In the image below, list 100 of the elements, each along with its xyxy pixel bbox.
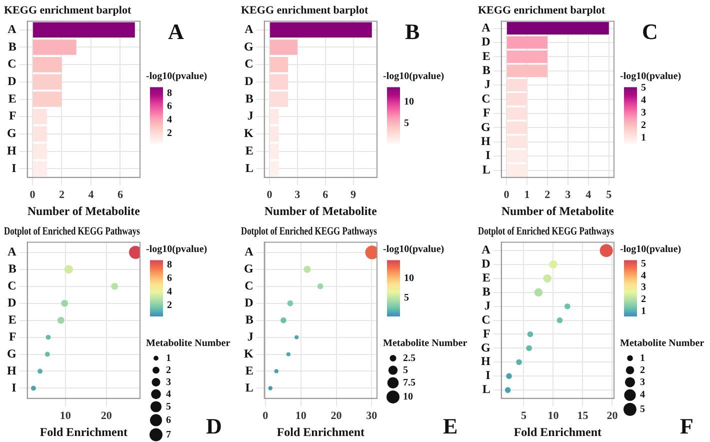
bar — [32, 126, 48, 142]
legend-label: 5 — [166, 401, 171, 412]
x-tick-label: 6 — [322, 188, 329, 201]
x-axis-title: Number of Metabolite — [501, 204, 614, 218]
y-tick-label: I — [12, 380, 17, 394]
color-bar-label: 3 — [641, 108, 646, 119]
bar — [506, 22, 609, 35]
legend-label: 4 — [640, 390, 645, 401]
color-bar-label: 5 — [404, 118, 409, 130]
y-tick-label: G — [6, 346, 16, 360]
y-tick-label: F — [482, 106, 490, 120]
x-tick-label: 2 — [544, 188, 551, 201]
bar — [270, 109, 279, 124]
y-tick-label: G — [244, 39, 254, 54]
bar — [32, 161, 48, 176]
x-tick-label: 0 — [504, 188, 510, 201]
text: E — [443, 414, 458, 439]
y-tick-label: H — [6, 363, 17, 378]
y-tick-label: C — [8, 278, 16, 292]
color-bar-label: 6 — [167, 272, 172, 284]
chart-title: KEGG enrichment barplot — [241, 4, 368, 16]
y-tick-label: D — [244, 74, 254, 88]
x-tick-label: 3 — [565, 188, 572, 201]
y-tick-label: L — [245, 160, 254, 175]
legend-title: Metabolite Number — [146, 338, 231, 349]
bar — [270, 56, 288, 72]
bar — [32, 109, 48, 124]
y-tick-label: C — [244, 278, 254, 292]
legend-label: 7 — [166, 429, 171, 440]
color-bar-title: -log10(pvalue) — [383, 70, 444, 82]
y-tick-label: H — [6, 143, 17, 158]
color-bar-label: 4 — [167, 114, 172, 126]
y-tick-label: H — [480, 134, 491, 148]
x-axis-title: Fold Enrichment — [276, 424, 365, 439]
text: F — [680, 414, 694, 439]
color-bar-title: -log10(pvalue) — [146, 244, 208, 255]
chart-title: KEGG enrichment barplot — [478, 4, 606, 16]
x-tick-label: 6 — [117, 188, 124, 201]
legend-label: 7.5 — [403, 377, 416, 388]
bar — [32, 74, 62, 90]
color-bar-label: 2 — [641, 294, 646, 306]
color-bar-label: 1 — [641, 132, 646, 144]
y-tick-label: B — [245, 312, 254, 326]
x-tick-label: 3 — [294, 188, 301, 201]
x-tick-label: 9 — [350, 188, 357, 201]
y-tick-label: K — [244, 126, 254, 140]
color-bar-title: -log10(pvalue) — [620, 70, 682, 82]
bar — [270, 161, 279, 176]
legend-label: 3 — [166, 376, 171, 388]
y-tick-label: F — [8, 329, 16, 344]
y-tick-label: J — [484, 77, 490, 92]
y-tick-label: J — [247, 108, 254, 123]
y-tick-label: E — [482, 270, 490, 285]
color-bar-label: 1 — [641, 306, 646, 318]
y-tick-label: D — [244, 295, 254, 310]
bar — [270, 74, 288, 90]
x-tick-label: 0 — [262, 410, 269, 422]
bar — [506, 107, 527, 120]
text: D — [206, 414, 222, 439]
legend-title: Metabolite Number — [620, 338, 705, 349]
chart-title: Dotplot of Enriched KEGG Pathways — [241, 225, 378, 238]
x-tick-label: 20 — [100, 410, 112, 422]
y-tick-label: B — [8, 39, 16, 54]
y-tick-label: J — [484, 298, 490, 312]
color-bar-label: 8 — [167, 88, 172, 99]
legend-label: 1 — [640, 352, 645, 364]
x-axis-title: Fold Enrichment — [40, 424, 128, 439]
y-tick-label: I — [486, 148, 491, 162]
x-tick-label: 20 — [330, 410, 342, 422]
y-tick-label: J — [247, 329, 254, 344]
x-axis-title: Number of Metabolite — [27, 204, 140, 218]
bar — [506, 64, 548, 78]
y-tick-label: E — [8, 312, 16, 326]
y-tick-label: A — [244, 244, 254, 258]
y-tick-label: I — [486, 368, 491, 382]
legend-label: 4 — [166, 388, 171, 400]
y-tick-label: D — [482, 256, 491, 271]
bar — [506, 50, 548, 63]
legend-title: Metabolite Number — [383, 338, 468, 349]
y-tick-label: G — [244, 261, 254, 276]
x-tick-label: 30 — [366, 410, 378, 422]
legend-label: 5 — [403, 364, 408, 376]
bar — [270, 22, 372, 38]
color-bar-label: 8 — [167, 260, 172, 270]
y-tick-label: H — [480, 354, 491, 368]
chart-title: Dotplot of Enriched KEGG Pathways — [4, 225, 140, 238]
x-tick-label: 15 — [577, 410, 589, 422]
y-tick-label: B — [245, 91, 254, 106]
color-bar-label: 3 — [641, 282, 646, 294]
x-tick-label: 4 — [88, 188, 94, 201]
legend-label: 1 — [166, 352, 171, 364]
x-axis-title: Fold Enrichment — [514, 424, 602, 439]
y-tick-label: B — [482, 284, 490, 298]
y-tick-label: C — [8, 56, 16, 71]
legend-label: 2.5 — [403, 352, 416, 364]
x-tick-label: 10 — [60, 410, 72, 422]
y-tick-label: F — [482, 326, 490, 340]
y-tick-label: L — [482, 382, 490, 396]
color-bar-label: 5 — [641, 258, 646, 270]
y-tick-label: G — [480, 120, 490, 134]
